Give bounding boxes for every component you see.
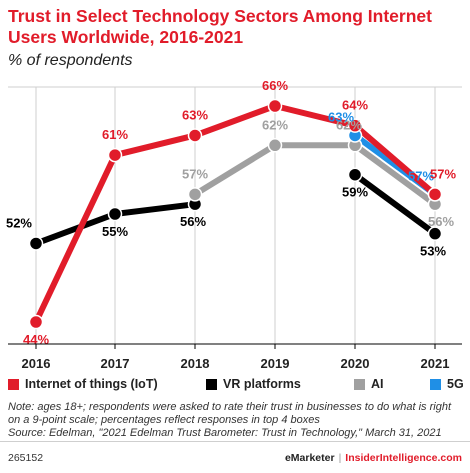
brand-separator: |	[338, 452, 342, 464]
data-label-ai-2018: 57%	[182, 166, 208, 181]
footer-brand: eMarketer | InsiderIntelligence.com	[285, 452, 462, 464]
legend-swatch-5g	[430, 378, 441, 390]
legend-swatch-iot	[8, 378, 19, 390]
data-label-vr-platforms-2018: 56%	[180, 214, 206, 229]
series-line-internet-of-things-iot-0	[33, 103, 438, 325]
source-text: Source: Edelman, "2021 Edelman Trust Bar…	[8, 427, 442, 439]
point-vr-platforms-2020	[347, 167, 363, 182]
data-label-internet-of-things-iot-2018: 63%	[182, 107, 208, 122]
point-internet-of-things-iot-2016	[28, 314, 44, 330]
brand-site: InsiderIntelligence.com	[345, 452, 462, 464]
series-line-ai-0	[192, 142, 438, 208]
legend-item-5g: 5G	[430, 377, 464, 391]
point-vr-platforms-2017	[107, 206, 123, 222]
point-internet-of-things-iot-2017	[107, 147, 123, 163]
legend-label-5g: 5G	[447, 377, 464, 391]
data-label-vr-platforms-2016: 52%	[6, 215, 32, 230]
data-label-ai-2021: 56%	[428, 214, 454, 229]
legend-swatch-ai	[354, 378, 365, 390]
data-label-ai-2020: 62%	[336, 117, 362, 132]
data-label-ai-2019: 62%	[262, 117, 288, 132]
point-ai-2018	[187, 187, 203, 202]
legend-item-vr: VR platforms	[206, 377, 301, 391]
data-label-internet-of-things-iot-2021: 57%	[430, 166, 456, 181]
point-internet-of-things-iot-2018	[187, 128, 203, 143]
legend-item-iot: Internet of things (IoT)	[8, 377, 158, 391]
point-vr-platforms-2021	[427, 226, 443, 241]
data-label-5g-2020: 63%	[328, 109, 354, 124]
point-internet-of-things-iot-2019	[267, 98, 283, 114]
chart-title: Trust in Select Technology Sectors Among…	[8, 6, 432, 47]
note-text: Note: ages 18+; respondents were asked t…	[8, 401, 451, 426]
x-tick-label-2021: 2021	[421, 356, 450, 371]
data-label-vr-platforms-2020: 59%	[342, 185, 368, 200]
point-ai-2019	[267, 138, 283, 153]
x-tick-label-2019: 2019	[261, 356, 290, 371]
legend-label-vr: VR platforms	[223, 377, 301, 391]
brand-emarketer: eMarketer	[284, 452, 335, 464]
data-label-vr-platforms-2017: 55%	[102, 224, 128, 239]
x-tick-label-2018: 2018	[181, 356, 210, 371]
x-tick-label-2016: 2016	[22, 356, 51, 371]
footnote: Note: ages 18+; respondents were asked t…	[8, 401, 466, 440]
x-tick-label-2020: 2020	[341, 356, 370, 371]
data-label-internet-of-things-iot-2016: 44%	[23, 332, 49, 347]
chart-id: 265152	[8, 452, 44, 464]
legend-label-ai: AI	[371, 377, 384, 391]
data-label-vr-platforms-2021: 53%	[420, 244, 446, 259]
point-internet-of-things-iot-2020	[347, 118, 363, 133]
point-vr-platforms-2016	[28, 236, 44, 251]
point-internet-of-things-iot-2021	[427, 187, 443, 202]
legend-item-ai: AI	[354, 377, 384, 391]
data-label-internet-of-things-iot-2019: 66%	[262, 78, 288, 93]
legend-label-iot: Internet of things (IoT)	[25, 377, 158, 391]
series-line-vr-platforms-1	[352, 171, 438, 237]
data-label-internet-of-things-iot-2020: 64%	[342, 98, 368, 113]
legend: Internet of things (IoT) VR platforms AI…	[8, 377, 464, 393]
footer-divider	[0, 441, 470, 442]
chart-subtitle: % of respondents	[8, 52, 133, 69]
data-label-5g-2021: 57%	[408, 168, 434, 183]
x-tick-label-2017: 2017	[101, 356, 130, 371]
legend-swatch-vr	[206, 378, 217, 390]
data-label-internet-of-things-iot-2017: 61%	[102, 127, 128, 142]
